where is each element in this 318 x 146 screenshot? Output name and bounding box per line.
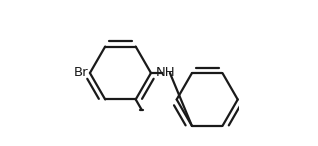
Text: Br: Br: [73, 66, 88, 80]
Text: NH: NH: [156, 66, 176, 80]
